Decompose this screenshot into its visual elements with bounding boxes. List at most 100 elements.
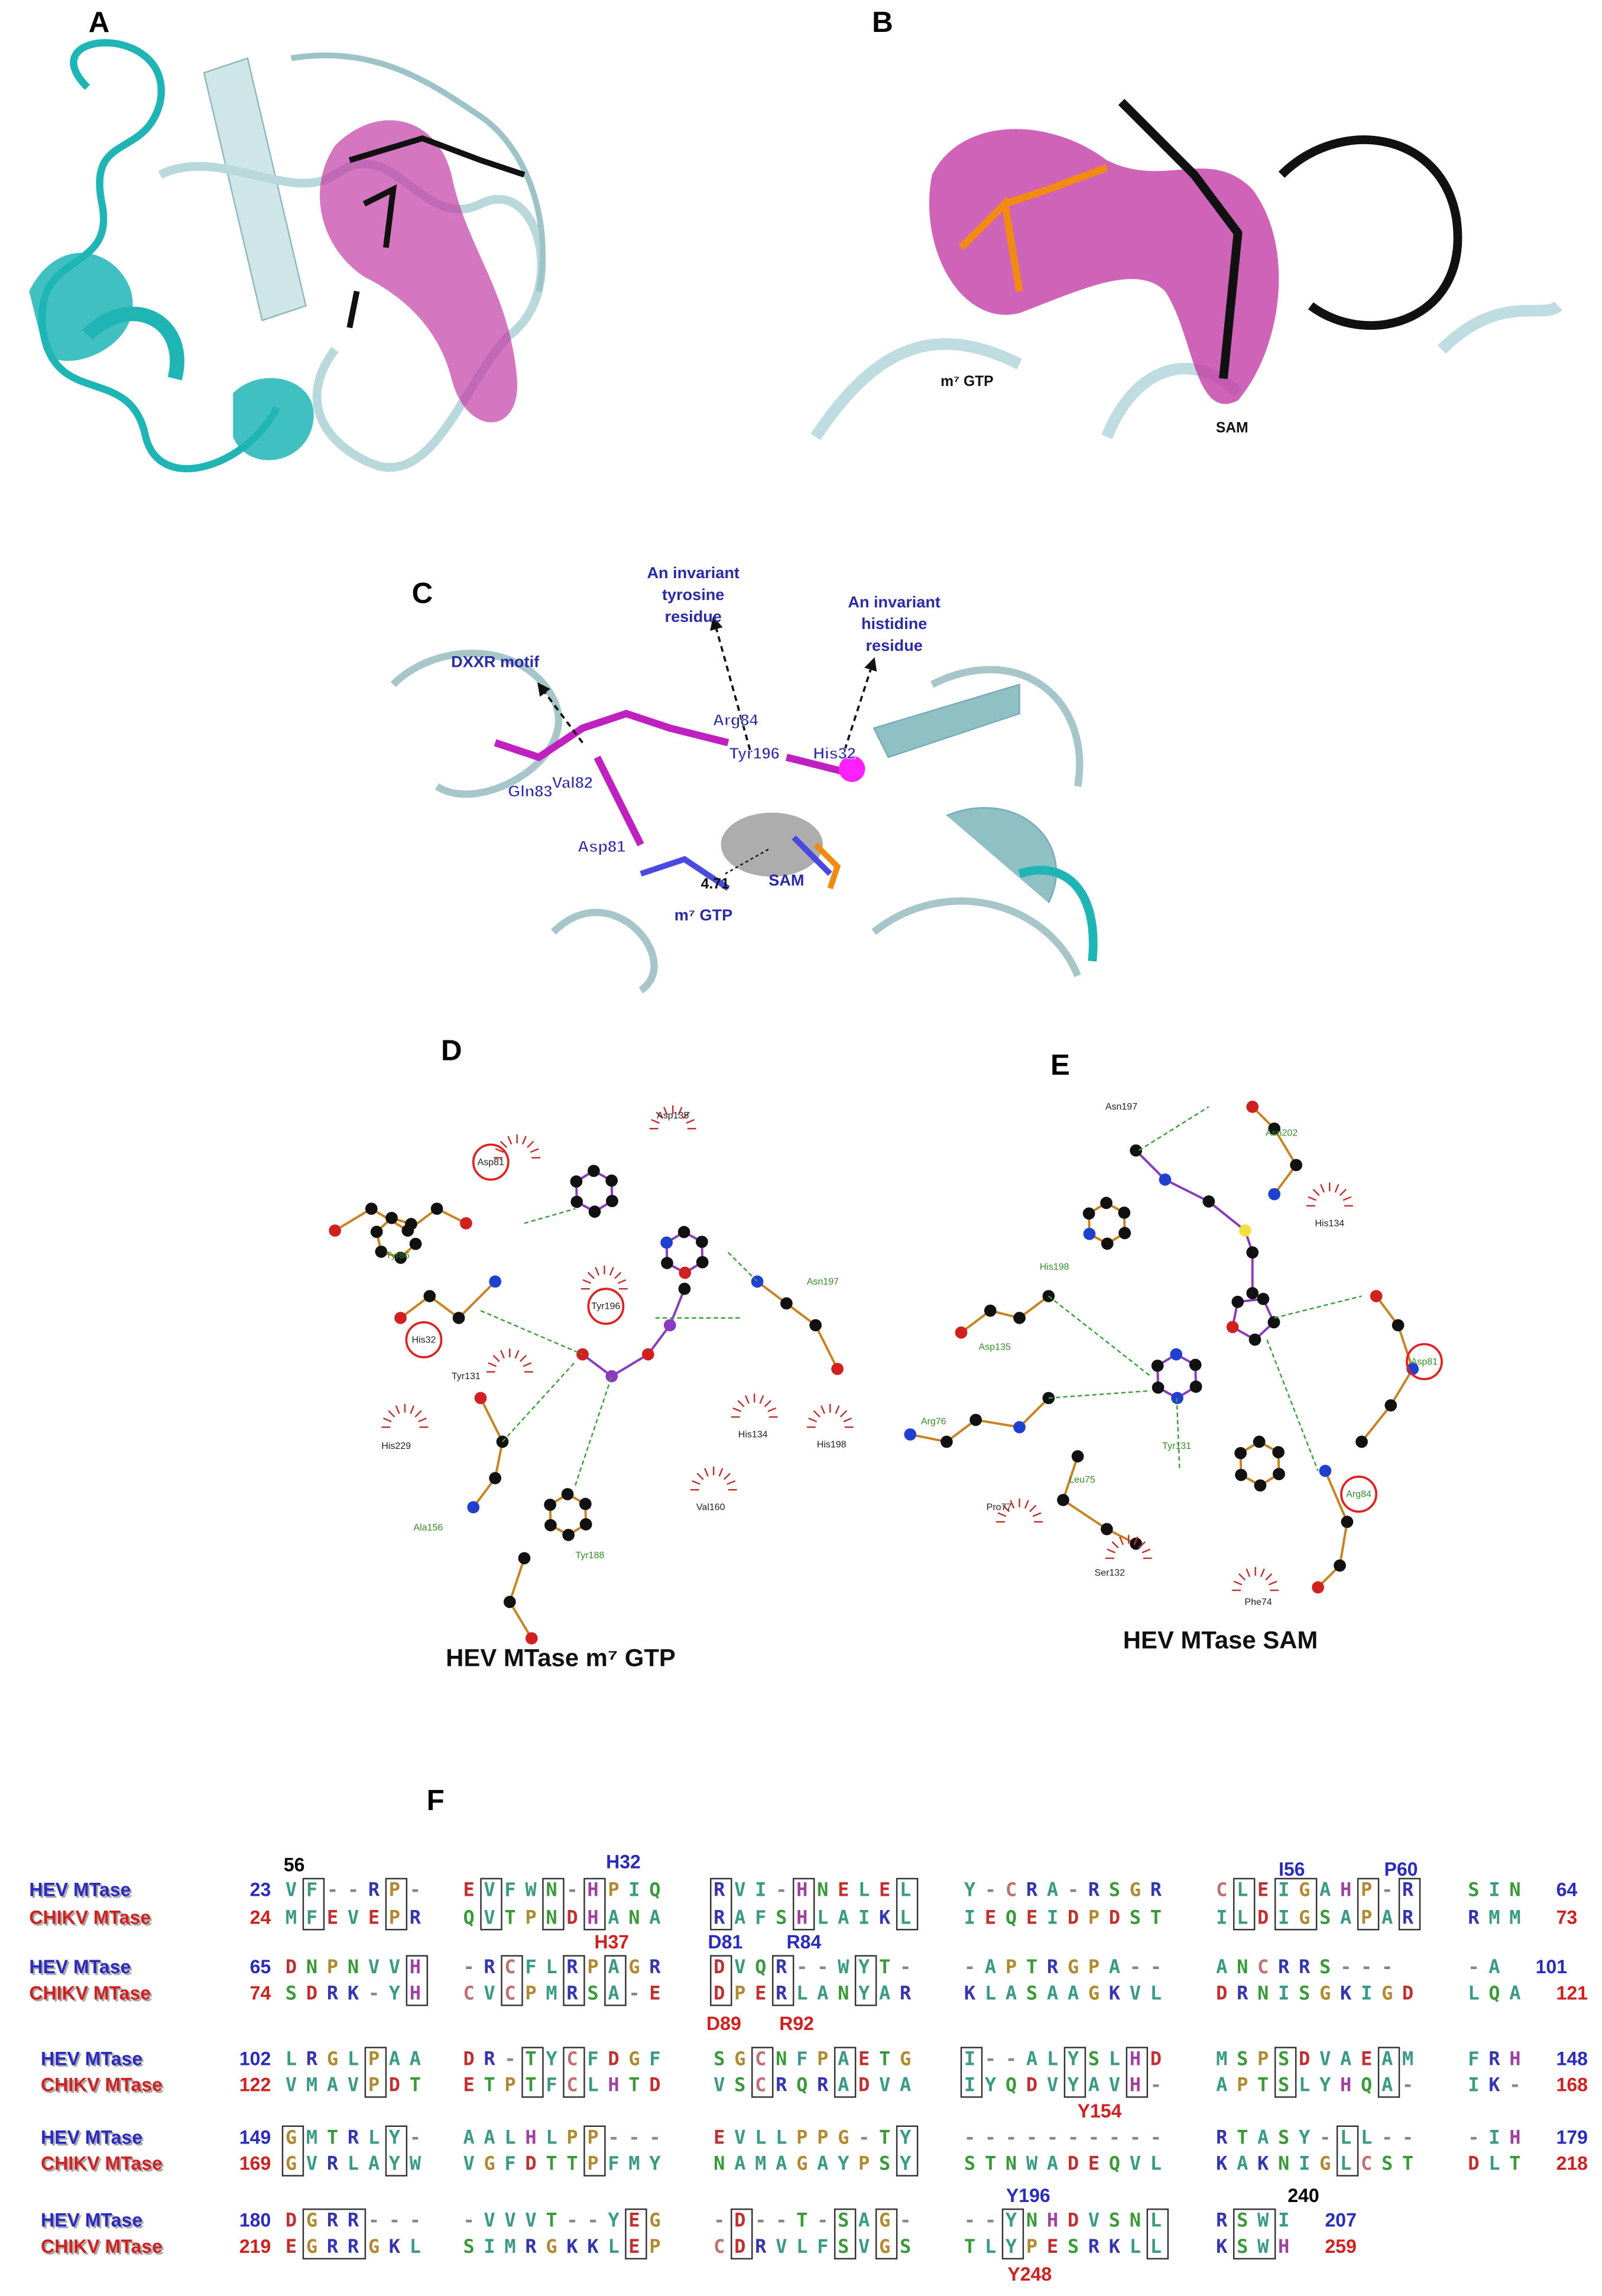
residue-letter: R (776, 1956, 787, 1978)
residue-letter: H (1509, 2126, 1520, 2148)
residue-letter: S (1319, 1956, 1331, 1978)
residue-letter: - (817, 2209, 828, 2232)
residue-letter: - (776, 1879, 787, 1901)
atom (405, 1218, 417, 1230)
residue-letter: P (608, 1879, 619, 1901)
residue-letter: G (1319, 1982, 1331, 2004)
residue-letter: W (1257, 2209, 1269, 2232)
atom (1312, 1581, 1324, 1594)
residue-letter: D (734, 2209, 745, 2232)
cyan-ribbon (1018, 865, 1098, 962)
residue-letter: Q (1006, 2074, 1017, 2096)
distance-label: 4.71 (701, 876, 729, 892)
residue-letter: P (566, 2126, 578, 2148)
residue-letter: V (484, 2209, 495, 2232)
residue-letter: V (734, 1956, 745, 1978)
residue-letter: A (1237, 2152, 1248, 2175)
identity-box (406, 1955, 429, 2006)
identity-box (1233, 1877, 1256, 1931)
panel-label: D (441, 1034, 462, 1066)
residue-letter: D (649, 2074, 660, 2096)
residue-letter: R (484, 2047, 495, 2070)
residue-label: Tyr196 (729, 744, 780, 762)
residue-letter: - (964, 1956, 975, 1978)
atom (394, 1251, 407, 1264)
atom (696, 1235, 708, 1248)
residue-letter: C (504, 1982, 515, 2004)
residue-letter: A (463, 2126, 474, 2148)
residue-letter: V (734, 1879, 745, 1901)
atom (1253, 1435, 1266, 1448)
end-number: 218 (1556, 2153, 1588, 2174)
atom (678, 1282, 691, 1295)
panel-label: B (872, 6, 893, 38)
residue-letter: S (776, 1906, 787, 1928)
identity-box (1063, 2047, 1087, 2098)
atom (1151, 1359, 1164, 1372)
hbond (1048, 1390, 1151, 1399)
identity-box (1146, 2208, 1169, 2260)
residue-letter: T (1509, 2152, 1520, 2175)
hydrophobic-contact (703, 1468, 709, 1477)
residue-letter: P (858, 2152, 870, 2175)
residue-letter: P (1088, 1906, 1100, 1928)
gtp-sticks (640, 835, 832, 891)
identity-box (834, 2208, 857, 2260)
start-number: 122 (239, 2074, 271, 2096)
end-number: 207 (1325, 2210, 1356, 2231)
residue-letter: H (1047, 2209, 1058, 2232)
residue-letter: Y (546, 2047, 557, 2070)
hydrophobic-contact (839, 1410, 848, 1418)
residue-letter: C (504, 1956, 515, 1978)
callout-text: tyrosine (662, 585, 724, 604)
hydrophobic-contact (1246, 1568, 1251, 1577)
residue-letter: V (714, 2074, 725, 2096)
sequence-name: HEV MTase (41, 2210, 142, 2231)
atom (831, 1363, 844, 1376)
residue-letter: A (1382, 2047, 1393, 2070)
end-number: 179 (1556, 2126, 1588, 2148)
residue-letter: A (327, 2074, 338, 2096)
residue-letter: P (389, 1879, 400, 1901)
highlight-circle (1340, 1475, 1377, 1513)
residue-letter: H (1130, 2047, 1141, 2070)
atom (1268, 1188, 1280, 1201)
residue-letter: S (1237, 2235, 1248, 2258)
atom (1083, 1227, 1096, 1240)
residue-letter: P (817, 2126, 828, 2148)
alignment-annotation: Y154 (1078, 2100, 1122, 2122)
residue-letter: - (1006, 2126, 1017, 2148)
residue-letter: D (1150, 2047, 1162, 2070)
atom (1152, 1381, 1165, 1394)
atom (452, 1312, 465, 1324)
residue-letter: L (817, 1906, 828, 1928)
residue-letter: V (858, 2235, 870, 2258)
residue-letter: W (1026, 2152, 1038, 2175)
residue-letter: P (587, 2152, 598, 2175)
residue-letter: - (1047, 2126, 1058, 2148)
residue-letter: H (796, 1879, 808, 1901)
residue-letter: P (327, 1956, 338, 1978)
residue-letter: L (755, 2126, 766, 2148)
residue-letter: V (1319, 2047, 1331, 2070)
residue-letter: A (608, 1956, 619, 1978)
residue-letter: K (1489, 2074, 1500, 2096)
residue-letter: - (566, 2209, 578, 2232)
residue-label: His134 (738, 1430, 768, 1440)
residue-letter: D (1468, 2152, 1479, 2175)
residue-letter: L (1109, 2047, 1120, 2070)
residue-letter: R (1299, 1956, 1311, 1978)
residue-letter: M (628, 2152, 640, 2175)
residue-letter: Y (1299, 2126, 1311, 2148)
residue-letter: R (327, 1982, 339, 2004)
ligand-label: SAM (768, 871, 804, 889)
residue-letter: E (628, 2235, 640, 2258)
residue-letter: - (1088, 2126, 1100, 2148)
pale-ribbon (390, 650, 1084, 994)
